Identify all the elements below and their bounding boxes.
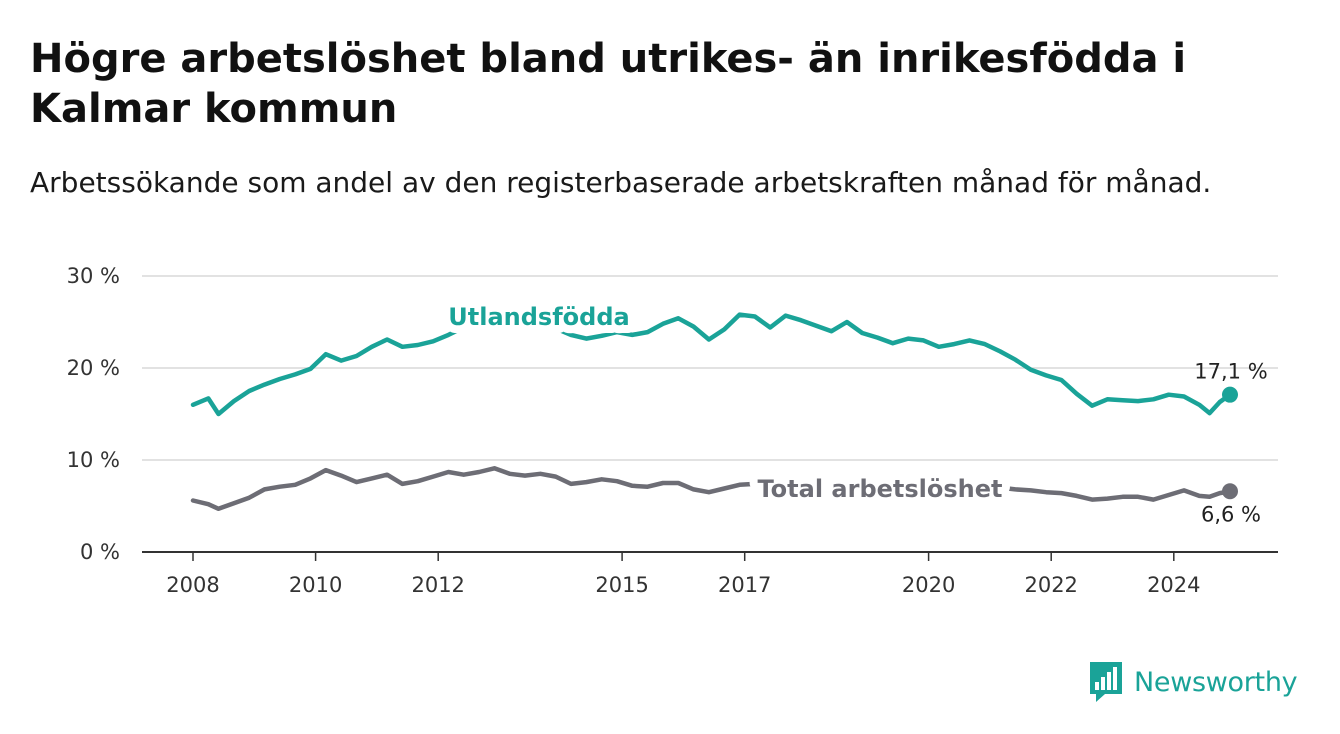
series-line-utlandsfodda: [190, 312, 1233, 417]
x-tick-label: 2015: [595, 573, 648, 597]
x-tick-label: 2012: [411, 573, 464, 597]
x-tick-label: 2017: [718, 573, 771, 597]
x-tick-label: 2022: [1024, 573, 1077, 597]
series-label: Utlandsfödda: [448, 303, 629, 331]
x-tick-label: 2010: [289, 573, 342, 597]
series-lines: [190, 312, 1238, 512]
x-tick-label: 2008: [166, 573, 219, 597]
line-chart: 0 % 10 % 20 % 30 % 2008 2010 2012 2015 2017 2020 2…: [67, 264, 1278, 597]
newsworthy-logo: Newsworthy: [1088, 660, 1298, 704]
series-label: Total arbetslöshet: [757, 475, 1002, 503]
end-point-marker: [1221, 386, 1238, 403]
grid: [142, 275, 1278, 561]
end-value-label: 6,6 %: [1201, 502, 1261, 526]
end-point-marker: [1221, 483, 1238, 500]
labels: 0 % 10 % 20 % 30 % 2008 2010 2012 2015 2017 2020 2…: [67, 264, 1268, 597]
end-value-label: 17,1 %: [1194, 360, 1267, 384]
y-tick-label: 10 %: [67, 448, 120, 472]
y-tick-label: 0 %: [80, 540, 120, 564]
y-tick-label: 30 %: [67, 264, 120, 288]
bar-chart-speech-bubble-icon: [1090, 662, 1122, 702]
y-tick-label: 20 %: [67, 356, 120, 380]
x-tick-label: 2024: [1147, 573, 1200, 597]
chart-title: Högre arbetslöshet bland utrikes- än inr…: [30, 36, 1187, 132]
brand-name: Newsworthy: [1134, 666, 1298, 698]
series-line-total: [190, 466, 1233, 512]
chart-subtitle: Arbetssökande som andel av den registerb…: [30, 166, 1212, 199]
x-tick-label: 2020: [902, 573, 955, 597]
